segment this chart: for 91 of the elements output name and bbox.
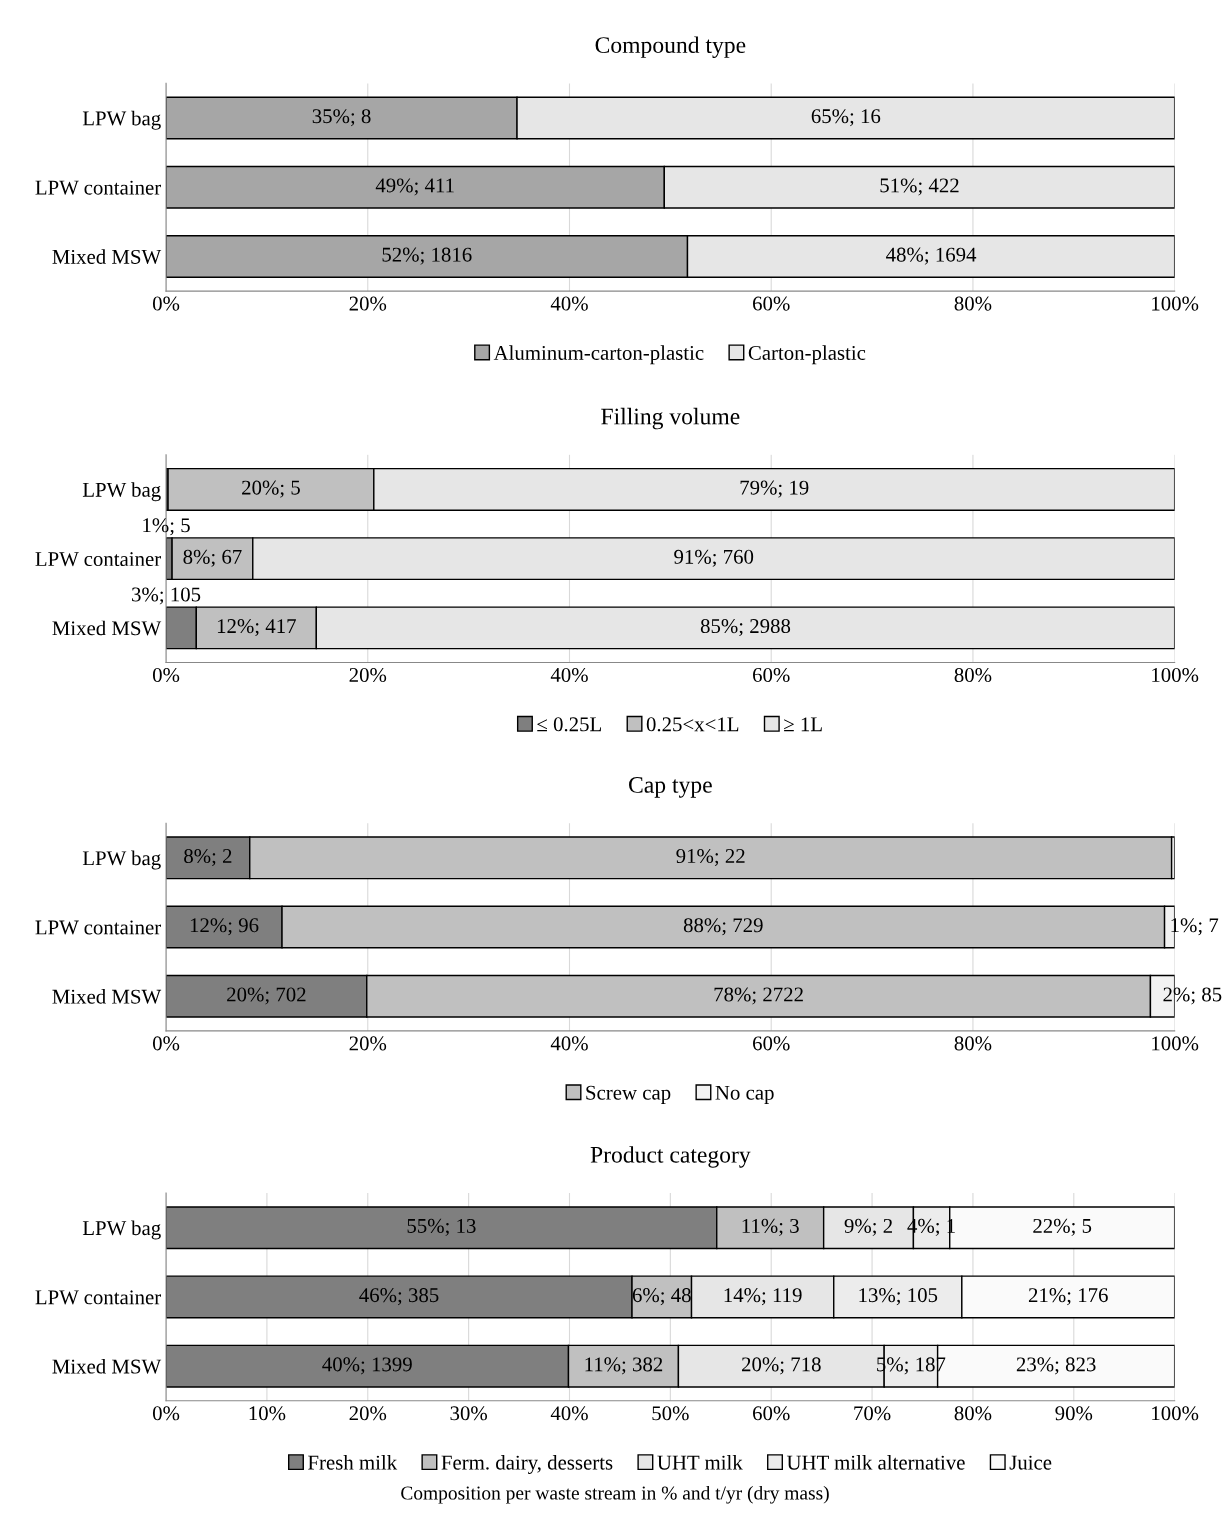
x-tick-label: 80% <box>954 667 992 683</box>
x-tick-label: 80% <box>954 1036 992 1051</box>
x-tick-label: 20% <box>349 1406 387 1421</box>
x-tick-label: 20% <box>349 667 387 683</box>
x-tick-label: 100% <box>1152 296 1199 311</box>
data-label: 1%; 5 <box>143 518 190 536</box>
x-tick-label: 0% <box>152 667 180 683</box>
y-tick-label: Mixed MSW <box>52 989 162 1004</box>
legend-label: ≤ 0.25L <box>537 717 601 732</box>
x-tick-label: 60% <box>753 1406 790 1421</box>
data-label: 49%; 411 <box>375 178 454 196</box>
y-tick-label: Mixed MSW <box>52 1358 162 1374</box>
x-tick-label: 60% <box>753 296 790 311</box>
data-label: 55%; 13 <box>407 1218 476 1236</box>
x-tick-label: 0% <box>152 1036 180 1051</box>
x-tick-label: 80% <box>954 296 992 311</box>
x-tick-label: 0% <box>152 1406 180 1421</box>
legend-label: Carton-plastic <box>748 345 866 365</box>
data-label: 8%; 2 <box>184 848 232 867</box>
data-label: 51%; 422 <box>880 178 959 196</box>
x-tick-label: 60% <box>753 1036 790 1051</box>
data-label: 12%; 417 <box>217 619 296 637</box>
data-label: 14%; 119 <box>724 1288 802 1306</box>
data-label: 21%; 176 <box>1028 1288 1108 1306</box>
data-label: 65%; 16 <box>811 109 881 127</box>
chart-title: Filling volume <box>601 407 740 430</box>
y-tick-label: LPW container <box>35 552 162 567</box>
y-tick-label: LPW bag <box>82 482 161 502</box>
data-label: 9%; 2 <box>844 1218 892 1236</box>
data-label: 88%; 729 <box>683 918 763 936</box>
legend-label: ≥ 1L <box>784 717 822 732</box>
x-tick-label: 40% <box>550 667 588 683</box>
x-tick-label: 90% <box>1055 1406 1093 1421</box>
data-label: 35%; 8 <box>312 109 371 127</box>
x-tick-label: 30% <box>450 1406 488 1421</box>
data-label: 85%; 2988 <box>700 619 791 637</box>
y-tick-label: LPW container <box>35 180 162 195</box>
data-label: 22%; 5 <box>1033 1218 1092 1236</box>
legend-label: No cap <box>715 1085 774 1104</box>
x-tick-label: 60% <box>753 667 790 683</box>
x-tick-label: 40% <box>550 1036 588 1051</box>
x-tick-label: 50% <box>652 1406 689 1421</box>
x-tick-label: 40% <box>550 1406 588 1421</box>
x-tick-label: 0% <box>152 296 180 311</box>
y-tick-label: LPW bag <box>82 1220 161 1240</box>
data-label: 6%; 48 <box>632 1288 691 1306</box>
y-tick-label: Mixed MSW <box>52 620 162 636</box>
legend-label: Ferm. dairy, desserts <box>441 1454 613 1474</box>
data-label: 11%; 3 <box>742 1218 799 1236</box>
x-tick-label: 100% <box>1152 1036 1199 1051</box>
legend-label: Fresh milk <box>308 1454 398 1470</box>
data-label: 40%; 1399 <box>322 1357 412 1375</box>
legend-label: Juice <box>1009 1455 1052 1470</box>
chart-title: Compound type <box>595 36 746 58</box>
data-label: 48%; 1694 <box>886 247 977 265</box>
x-tick-label: 20% <box>349 296 387 311</box>
legend-label: UHT milk <box>657 1454 743 1470</box>
data-label: 12%; 96 <box>190 918 259 936</box>
x-tick-label: 10% <box>249 1406 286 1421</box>
data-label: 11%; 382 <box>585 1357 663 1375</box>
data-label: 46%; 385 <box>359 1288 439 1306</box>
y-tick-label: LPW container <box>35 920 162 935</box>
x-tick-label: 20% <box>349 1036 387 1051</box>
legend-label: Screw cap <box>586 1085 671 1104</box>
data-label: 23%; 823 <box>1016 1357 1096 1375</box>
data-label: 91%; 22 <box>676 848 745 867</box>
data-label: 20%; 5 <box>242 480 300 498</box>
chart-title: Product category <box>590 1146 751 1168</box>
data-label: 78%; 2722 <box>714 987 803 1005</box>
legend-label: UHT milk alternative <box>786 1454 965 1470</box>
x-tick-label: 40% <box>550 296 588 311</box>
y-tick-label: LPW bag <box>82 110 161 130</box>
x-tick-label: 80% <box>954 1406 992 1421</box>
x-tick-label: 100% <box>1152 667 1199 683</box>
data-label: 20%; 702 <box>227 987 306 1005</box>
legend-label: Aluminum-carton-plastic <box>493 345 704 365</box>
y-tick-label: Mixed MSW <box>52 249 162 264</box>
data-label: 20%; 718 <box>741 1357 821 1375</box>
text: Composition per waste stream in % and t/yr (dry mass) <box>401 1485 829 1504</box>
x-tick-label: 70% <box>854 1406 891 1421</box>
data-label: 52%; 1816 <box>382 247 472 265</box>
data-label: 79%; 19 <box>740 480 809 498</box>
legend-label: 0.25<x<1L <box>646 717 739 732</box>
data-label: 13%; 105 <box>859 1288 938 1306</box>
data-label: 91%; 760 <box>674 549 754 567</box>
y-tick-label: LPW container <box>35 1290 162 1305</box>
data-label: 8%; 67 <box>183 549 242 567</box>
data-label: 3%; 105 <box>132 587 201 605</box>
x-tick-label: 100% <box>1152 1406 1199 1421</box>
y-tick-label: LPW bag <box>82 850 161 870</box>
chart-title: Cap type <box>629 777 712 798</box>
